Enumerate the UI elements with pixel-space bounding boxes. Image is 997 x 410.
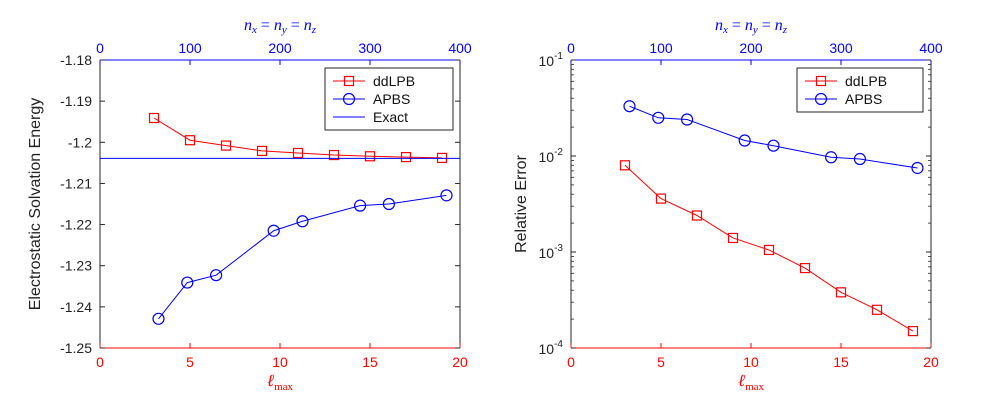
data-point <box>907 325 919 337</box>
y-tick-label: -1.23 <box>60 258 92 274</box>
y-tick-label: -1.22 <box>60 217 92 233</box>
y-axis-label: Electrostatic Solvation Energy <box>27 98 44 311</box>
data-point <box>382 197 395 211</box>
y-tick-label: -1.2 <box>68 134 92 150</box>
x-tick-label-bottom: 0 <box>96 354 104 370</box>
legend: ddLPB APBS <box>796 67 924 113</box>
legend-marker <box>814 92 828 106</box>
series-line <box>153 117 443 159</box>
data-point <box>267 224 280 237</box>
x-tick-label-bottom: 5 <box>657 354 665 370</box>
data-point <box>652 111 665 124</box>
data-point <box>655 193 667 204</box>
data-point <box>691 210 703 221</box>
series-line <box>629 105 918 169</box>
y-tick-label: 10-2 <box>539 147 564 165</box>
data-point <box>799 262 811 274</box>
legend-label: ddLPB <box>845 73 887 89</box>
data-point <box>911 161 924 175</box>
data-point <box>328 149 340 161</box>
legend: ddLPB APBS Exact <box>324 67 454 131</box>
legend-marker <box>342 92 356 106</box>
chart-panel-1: 0 5 10 15 200 100 200 300 400-1.25-1.24-1.23-1.2… <box>27 17 472 393</box>
y-tick-label: 10-3 <box>539 243 564 261</box>
legend-item-ddlpb: ddLPB <box>333 73 415 89</box>
legend-item-exact: Exact <box>333 109 408 125</box>
legend-marker <box>815 75 827 87</box>
x-tick-label-top: 300 <box>358 40 382 56</box>
x-tick-label-top: 200 <box>268 40 292 56</box>
legend-marker <box>343 75 355 87</box>
data-point <box>853 152 867 166</box>
y-tick-label: -1.19 <box>60 93 92 109</box>
data-point <box>256 145 268 157</box>
legend-item-apbs: APBS <box>333 91 410 107</box>
y-tick-label: 10-4 <box>539 339 564 357</box>
legend-label: APBS <box>373 91 410 107</box>
x-axis-label-top: nx = ny = nz <box>244 17 317 36</box>
x-tick-label-bottom: 15 <box>362 354 378 370</box>
y-tick-label: -1.21 <box>60 175 92 191</box>
x-tick-label-bottom: 20 <box>923 354 939 370</box>
x-tick-label-top: 0 <box>96 40 104 56</box>
chart-panel-2: 0 5 10 15 200 100 200 300 40010-410-310-210-1Rel… <box>513 17 943 393</box>
data-point <box>440 189 453 202</box>
y-tick-label: -1.25 <box>60 340 92 356</box>
x-axis-label-bottom: ℓmax <box>267 371 294 393</box>
x-tick-label-bottom: 10 <box>272 354 288 370</box>
x-tick-label-bottom: 15 <box>833 354 849 370</box>
x-tick-label-top: 400 <box>448 40 472 56</box>
data-point <box>619 160 631 171</box>
x-axis-label-bottom: ℓmax <box>738 371 765 393</box>
x-tick-label-top: 0 <box>567 40 575 56</box>
x-tick-label-bottom: 20 <box>452 354 468 370</box>
data-point <box>835 287 847 298</box>
y-tick-label: -1.24 <box>60 299 92 315</box>
x-tick-label-bottom: 0 <box>567 354 575 370</box>
x-tick-label-top: 300 <box>829 40 853 56</box>
data-point <box>738 134 751 147</box>
series-ddlpb <box>619 160 919 337</box>
data-point <box>767 139 780 152</box>
y-tick-label: 10-1 <box>539 51 564 69</box>
legend-label: APBS <box>845 91 882 107</box>
data-point <box>727 232 739 244</box>
y-tick-label: -1.18 <box>60 52 92 68</box>
data-point <box>364 151 376 162</box>
series-apbs <box>623 100 924 175</box>
x-tick-label-bottom: 10 <box>743 354 759 370</box>
data-point <box>296 215 309 228</box>
data-point <box>871 304 883 315</box>
data-point <box>292 147 304 159</box>
legend-item-ddlpb: ddLPB <box>805 73 887 89</box>
series-apbs <box>152 189 453 325</box>
x-tick-label-top: 200 <box>739 40 763 56</box>
data-point <box>184 135 196 146</box>
data-point <box>148 112 160 124</box>
x-tick-label-top: 100 <box>649 40 673 56</box>
data-point <box>181 276 194 289</box>
series-line <box>624 164 914 332</box>
y-axis-label: Relative Error <box>513 154 530 252</box>
data-point <box>152 312 165 325</box>
data-point <box>763 244 775 256</box>
legend-label: Exact <box>373 109 408 125</box>
legend-label: ddLPB <box>373 73 415 89</box>
data-point <box>400 151 412 163</box>
data-point <box>680 113 694 126</box>
series-ddlpb <box>148 112 448 164</box>
x-axis-label-top: nx = ny = nz <box>715 17 788 36</box>
legend-box <box>796 67 924 113</box>
data-point <box>210 269 223 282</box>
legend-item-apbs: APBS <box>805 91 882 107</box>
x-tick-label-top: 100 <box>178 40 202 56</box>
x-tick-label-top: 400 <box>919 40 943 56</box>
data-point <box>354 199 367 212</box>
series-line <box>158 194 447 320</box>
data-point <box>824 151 838 164</box>
data-point <box>220 140 232 151</box>
data-point <box>623 100 636 113</box>
x-tick-label-bottom: 5 <box>186 354 194 370</box>
